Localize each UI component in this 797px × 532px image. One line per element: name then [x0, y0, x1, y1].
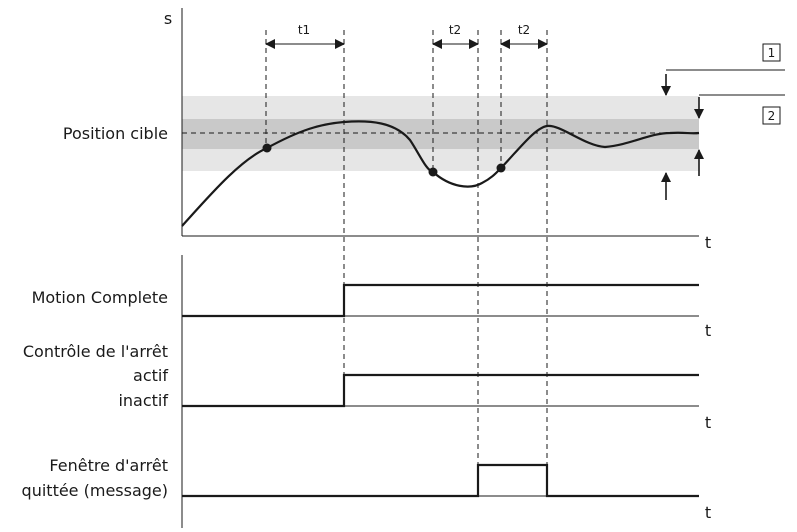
t2-label-second: t2: [518, 23, 530, 37]
window-left-label-line2: quittée (message): [22, 481, 168, 500]
t-axis-label-3: t: [705, 413, 711, 432]
position-plot: s t Position cible 1 2: [63, 8, 785, 252]
window-left-label-line1: Fenêtre d'arrêt: [49, 456, 168, 475]
motion-complete-signal: t Motion Complete: [32, 283, 711, 340]
t1-label: t1: [298, 23, 310, 37]
position-curve: [181, 120, 700, 227]
window-left-waveform: [182, 463, 699, 498]
dashed-guides: [265, 30, 548, 496]
callout-2: 2: [762, 106, 781, 125]
standstill-control-waveform: [182, 373, 699, 408]
interval-t2-first: t2: [432, 23, 479, 49]
outer-window-arrows: [661, 69, 785, 200]
s-axis-label: s: [164, 9, 172, 28]
t2-label-first: t2: [449, 23, 461, 37]
interval-t2-second: t2: [500, 23, 548, 49]
svg-text:1: 1: [768, 46, 776, 60]
inactive-label: inactif: [118, 391, 168, 410]
motion-complete-label: Motion Complete: [32, 288, 168, 307]
standstill-control-signal: t Contrôle de l'arrêt actif inactif: [23, 342, 711, 432]
t-axis-label-4: t: [705, 503, 711, 522]
standstill-control-label: Contrôle de l'arrêt: [23, 342, 168, 361]
motion-complete-waveform: [182, 283, 699, 318]
active-label: actif: [133, 366, 168, 385]
interval-t1: t1: [265, 23, 345, 49]
target-position-label: Position cible: [63, 124, 168, 143]
curve-point: [262, 143, 272, 153]
callout-1: 1: [762, 43, 781, 62]
standstill-window-left-signal: t Fenêtre d'arrêt quittée (message): [22, 456, 712, 522]
curve-point: [428, 167, 438, 177]
t-axis-label-2: t: [705, 321, 711, 340]
inner-window-arrows: [694, 94, 785, 176]
t-axis-label-1: t: [705, 233, 711, 252]
svg-text:2: 2: [768, 109, 776, 123]
